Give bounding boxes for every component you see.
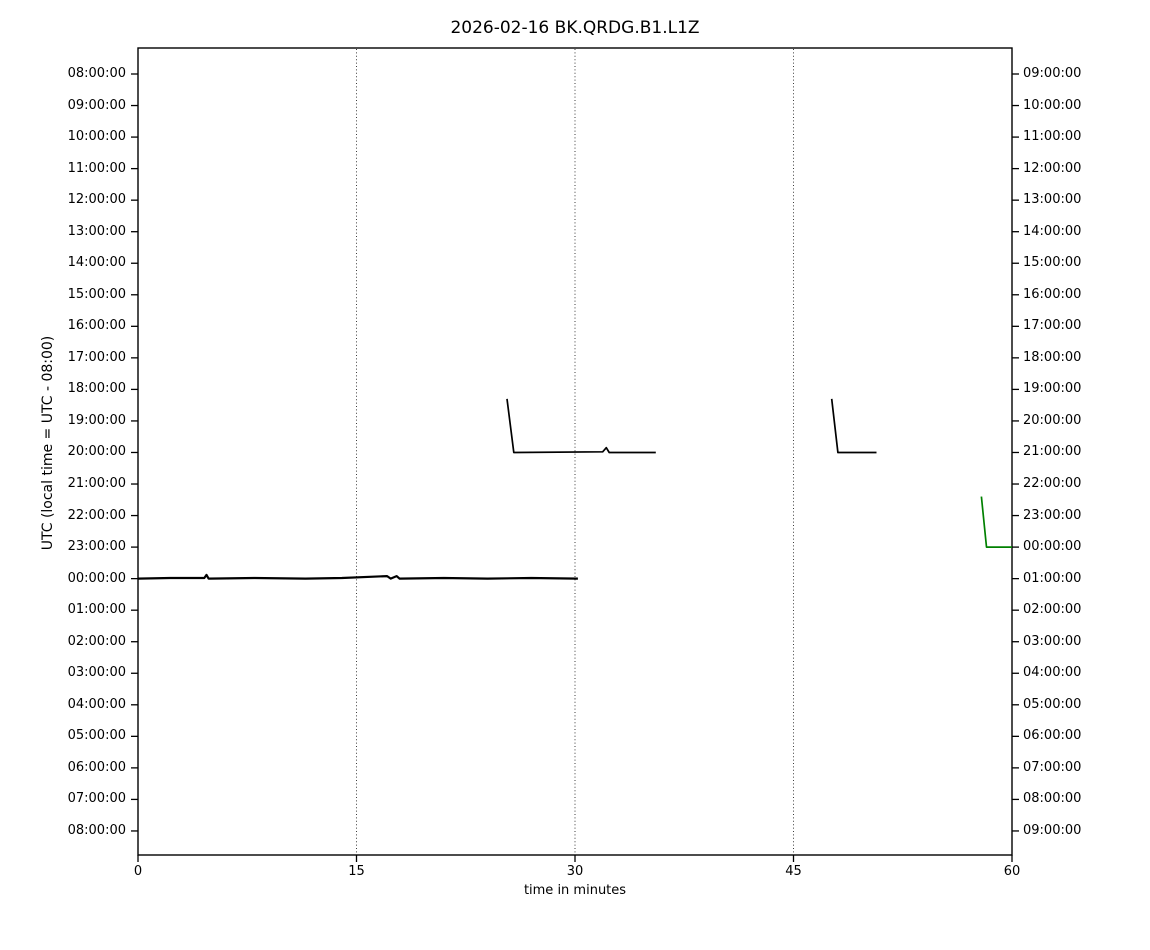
y-axis-left-tick-label: 23:00:00 bbox=[67, 539, 126, 555]
y-axis-left-tick-label: 06:00:00 bbox=[67, 759, 126, 775]
y-axis-left-tick-label: 22:00:00 bbox=[67, 507, 126, 523]
x-axis-tick-label: 45 bbox=[785, 864, 802, 879]
trace-event-spike-20-25-utc bbox=[506, 398, 656, 454]
y-axis-right-tick-label: 07:00:00 bbox=[1023, 759, 1082, 775]
x-axis-label: time in minutes bbox=[523, 883, 627, 898]
y-axis-right-tick-label: 17:00:00 bbox=[1023, 318, 1082, 334]
y-axis-right-tick-label: 22:00:00 bbox=[1023, 476, 1082, 492]
y-axis-left-tick-label: 12:00:00 bbox=[67, 192, 126, 208]
y-axis-left-tick-label: 09:00:00 bbox=[67, 97, 126, 113]
y-axis-left-tick-label: 08:00:00 bbox=[67, 822, 126, 838]
y-axis-left-tick-label: 11:00:00 bbox=[67, 160, 126, 176]
x-axis-tick-label: 60 bbox=[1003, 864, 1021, 879]
trace-segment-row-00-00-utc bbox=[137, 573, 578, 580]
y-axis-left-tick-label: 00:00:00 bbox=[67, 570, 126, 586]
y-axis-right-tick-label: 09:00:00 bbox=[1023, 822, 1082, 838]
y-axis-left-tick-label: 04:00:00 bbox=[67, 696, 126, 712]
y-axis-right-tick-label: 13:00:00 bbox=[1023, 192, 1082, 208]
y-axis-right-tick-label: 21:00:00 bbox=[1023, 444, 1082, 460]
y-axis-right-tick-label: 00:00:00 bbox=[1023, 539, 1082, 555]
y-axis-right-tick-label: 23:00:00 bbox=[1023, 507, 1082, 523]
y-axis-left-tick-label: 01:00:00 bbox=[67, 602, 126, 618]
y-axis-left-tick-label: 19:00:00 bbox=[67, 412, 126, 428]
y-axis-left-tick-label: 14:00:00 bbox=[67, 255, 126, 271]
y-axis-right-tick-label: 12:00:00 bbox=[1023, 160, 1082, 176]
y-axis-right-tick-label: 05:00:00 bbox=[1023, 696, 1082, 712]
y-axis-right-tick-label: 09:00:00 bbox=[1023, 66, 1082, 81]
y-axis-right-tick-label: 15:00:00 bbox=[1023, 255, 1082, 271]
y-axis-right-tick-label: 02:00:00 bbox=[1023, 602, 1082, 618]
y-axis-right-tick-label: 18:00:00 bbox=[1023, 349, 1082, 365]
y-axis-right-tick-label: 11:00:00 bbox=[1023, 129, 1082, 145]
y-axis-left-tick-label: 18:00:00 bbox=[67, 381, 126, 397]
trace-event-spike-20-48-utc bbox=[830, 398, 877, 454]
y-axis-left-tick-label: 13:00:00 bbox=[67, 223, 126, 239]
y-axis-right-tick-label: 03:00:00 bbox=[1023, 633, 1082, 649]
y-axis-right-tick-label: 04:00:00 bbox=[1023, 665, 1082, 681]
y-axis-right-tick-label: 01:00:00 bbox=[1023, 570, 1082, 586]
y-axis-right-tick-label: 14:00:00 bbox=[1023, 223, 1082, 239]
y-axis-right-tick-label: 08:00:00 bbox=[1023, 791, 1082, 807]
y-axis-left-tick-label: 16:00:00 bbox=[67, 318, 126, 334]
y-axis-left-tick-label: 08:00:00 bbox=[67, 66, 126, 81]
y-axis-left-tick-label: 05:00:00 bbox=[67, 728, 126, 744]
chart-title: 2026-02-16 BK.QRDG.B1.L1Z bbox=[450, 18, 700, 38]
y-axis-left-tick-label: 03:00:00 bbox=[67, 665, 126, 681]
y-axis-left-tick-label: 07:00:00 bbox=[67, 791, 126, 807]
y-axis-right-tick-label: 10:00:00 bbox=[1023, 97, 1082, 113]
y-axis-right-tick-label: 20:00:00 bbox=[1023, 412, 1082, 428]
y-axis-right-tick-label: 06:00:00 bbox=[1023, 728, 1082, 744]
y-axis-left-tick-label: 20:00:00 bbox=[67, 444, 126, 460]
y-axis-right-tick-label: 16:00:00 bbox=[1023, 286, 1082, 302]
x-axis-tick-label: 0 bbox=[133, 864, 143, 879]
x-axis-tick-label: 30 bbox=[566, 864, 584, 879]
y-axis-left-tick-label: 10:00:00 bbox=[67, 129, 126, 145]
y-axis-left-tick-label: 21:00:00 bbox=[67, 476, 126, 492]
x-axis-tick-label: 15 bbox=[348, 864, 365, 879]
y-axis-left-tick-label: 02:00:00 bbox=[67, 633, 126, 649]
y-axis-left-tick-label: 15:00:00 bbox=[67, 286, 126, 302]
y-axis-right-tick-label: 19:00:00 bbox=[1023, 381, 1082, 397]
trace-event-spike-23-58-utc bbox=[980, 496, 1012, 548]
y-axis-left-tick-label: 17:00:00 bbox=[67, 349, 126, 365]
